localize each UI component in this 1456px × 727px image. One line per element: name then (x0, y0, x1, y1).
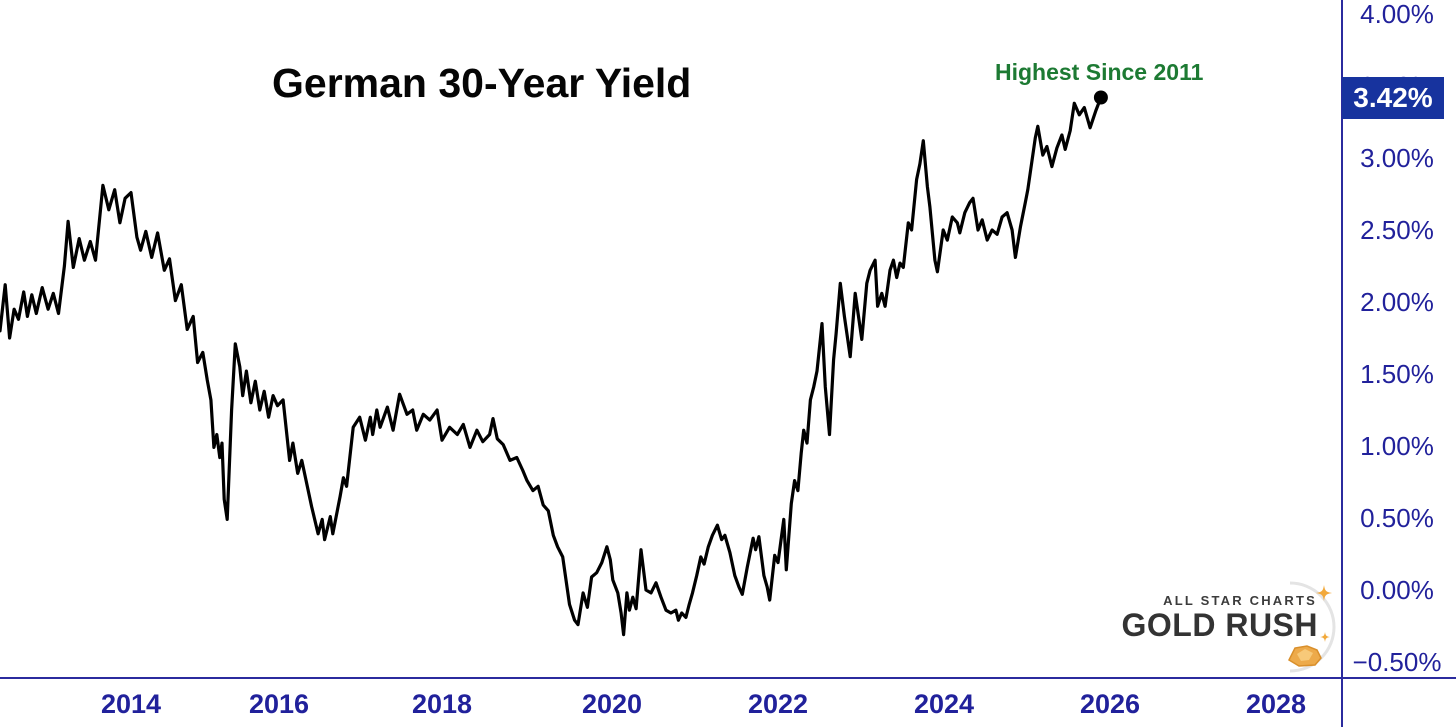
sparkle-icon (1320, 632, 1330, 642)
x-tick-label: 2020 (581, 689, 643, 719)
y-tick-label: 2.50% (1360, 215, 1434, 245)
watermark-circle-arc (1289, 581, 1336, 673)
y-tick-label: 4.00% (1360, 0, 1434, 29)
sparkle-icon (1316, 585, 1332, 601)
y-tick-label: 1.00% (1360, 431, 1434, 461)
y-tick-label: 0.00% (1360, 575, 1434, 605)
yield-line-series (0, 95, 1103, 637)
y-tick-label: 2.00% (1360, 287, 1434, 317)
y-axis-line (1341, 0, 1343, 727)
y-tick-label: 1.50% (1360, 359, 1434, 389)
watermark-brand-text: ALL STAR CHARTS (1163, 593, 1317, 608)
annotation-highest-since: Highest Since 2011 (995, 59, 1204, 85)
y-tick-label: 0.50% (1360, 503, 1434, 533)
x-tick-label: 2022 (747, 689, 809, 719)
y-tick-label: −0.50% (1352, 647, 1442, 677)
x-tick-label: 2028 (1245, 689, 1307, 719)
gold-nugget-icon (1288, 645, 1322, 667)
watermark-art (1288, 581, 1336, 673)
x-tick-label: 2024 (913, 689, 975, 719)
x-tick-label: 2026 (1079, 689, 1141, 719)
watermark-product-text: GOLD RUSH (1121, 607, 1318, 643)
last-price-badge: 3.42% (1342, 76, 1444, 119)
x-tick-label: 2016 (248, 689, 310, 719)
y-tick-label: 3.00% (1360, 143, 1434, 173)
x-axis-line (0, 677, 1456, 679)
x-tick-label: 2018 (411, 689, 473, 719)
chart-title: German 30-Year Yield (272, 60, 692, 106)
x-tick-label: 2014 (100, 689, 162, 719)
last-point-dot (1093, 90, 1108, 105)
